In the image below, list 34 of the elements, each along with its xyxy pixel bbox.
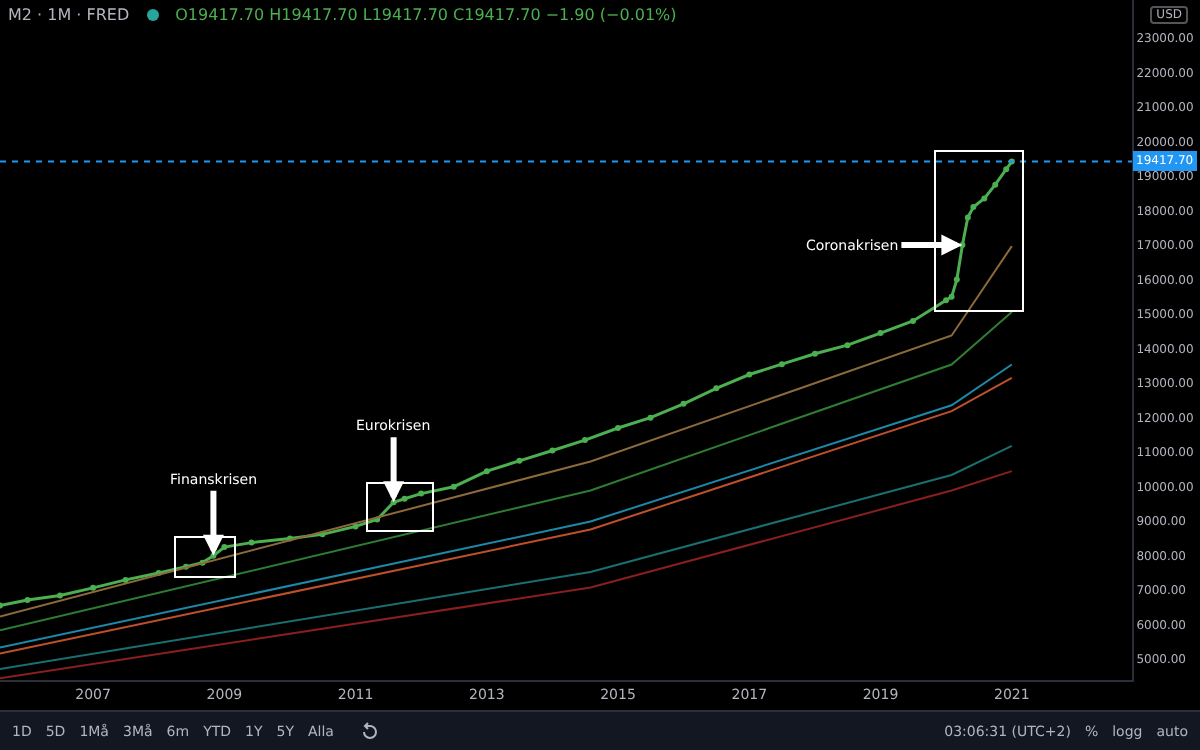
point — [844, 342, 851, 349]
line-series — [0, 311, 1013, 632]
point — [90, 584, 97, 591]
point — [1003, 166, 1010, 173]
chart-title: M2 · 1M · FRED — [8, 6, 130, 24]
point — [483, 468, 490, 475]
line-series — [0, 444, 1013, 670]
line-series — [0, 470, 1013, 680]
point — [450, 483, 457, 490]
point — [401, 495, 408, 502]
point — [943, 297, 950, 304]
point — [24, 596, 31, 603]
point — [647, 414, 654, 421]
line-series — [0, 158, 1015, 609]
point — [221, 544, 228, 551]
point — [680, 400, 687, 407]
point — [516, 457, 523, 464]
point — [948, 293, 955, 300]
point — [549, 447, 556, 454]
point — [811, 350, 818, 357]
point — [953, 276, 960, 283]
point — [778, 361, 785, 368]
point — [970, 204, 977, 211]
point — [992, 181, 999, 188]
point — [57, 592, 63, 599]
chart-subtitle: O19417.70 H19417.70 L19417.70 C19417.70 −1.90 (−0.01%) — [175, 6, 677, 24]
point — [981, 195, 988, 202]
point — [877, 330, 884, 337]
point — [122, 576, 129, 583]
point — [713, 385, 720, 392]
point — [248, 539, 255, 546]
point — [418, 490, 425, 497]
point — [964, 214, 971, 221]
point — [746, 371, 753, 378]
